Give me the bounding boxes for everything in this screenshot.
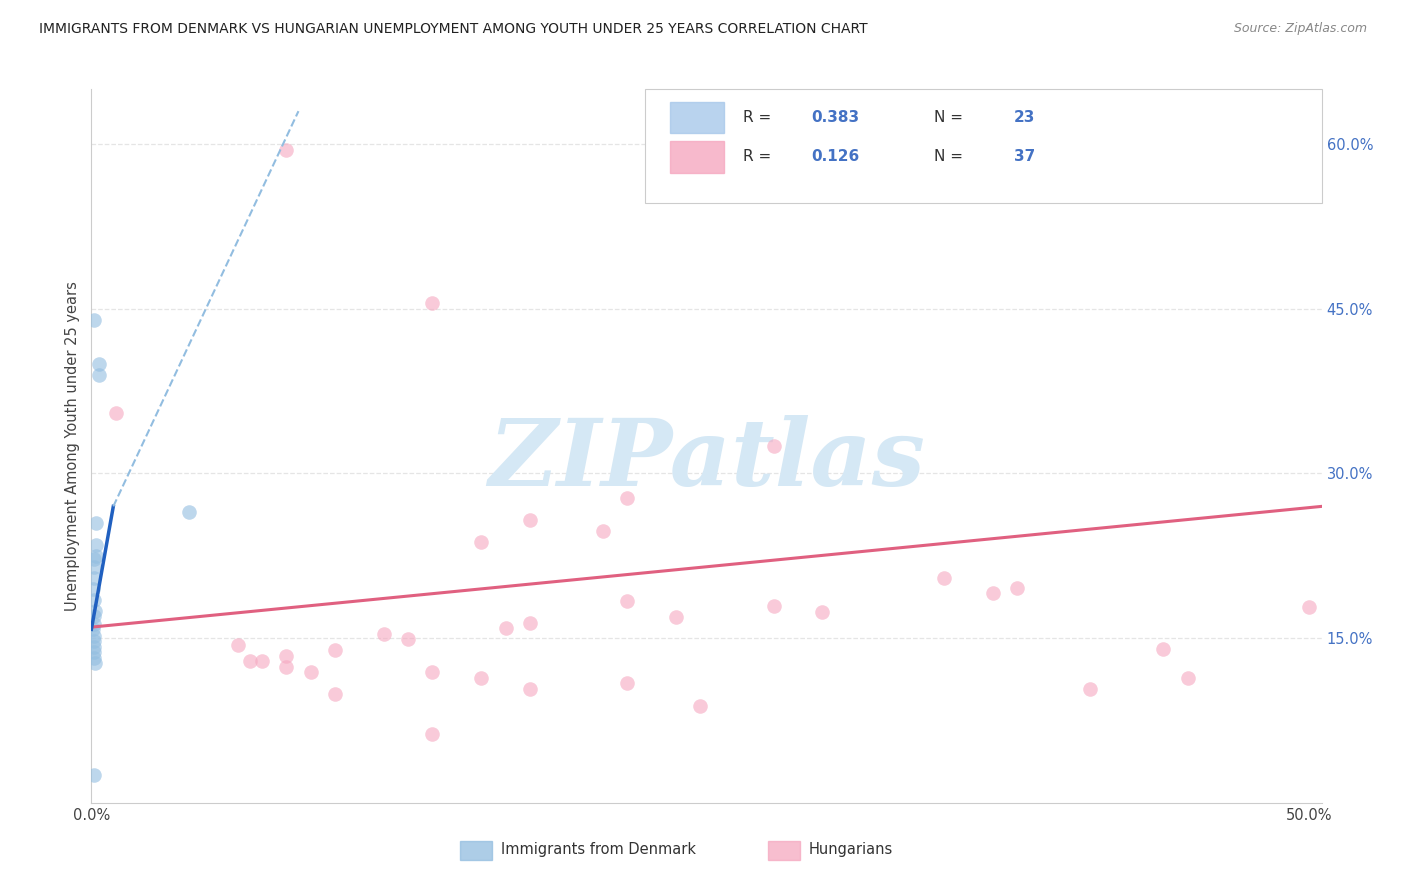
Point (299, 665, 322, 680)
Point (1005, 581, 1028, 595)
Point (932, 571, 955, 585)
Point (1078, 681, 1101, 696)
Text: R =: R = (744, 150, 776, 164)
Point (470, 671, 492, 685)
Point (84, 657, 107, 671)
Point (1177, 671, 1199, 685)
Point (762, 599, 785, 614)
Point (592, 524, 614, 538)
Text: ZIPatlas: ZIPatlas (488, 416, 925, 505)
Point (1298, 600, 1320, 615)
Point (84, 538, 107, 552)
Point (276, 143, 298, 157)
Point (83, 651, 105, 665)
Point (239, 654, 262, 668)
Point (83, 592, 105, 607)
Point (87, 368, 110, 382)
Point (422, 296, 444, 310)
Point (83, 552, 105, 566)
Text: Hungarians: Hungarians (808, 842, 893, 857)
Text: IMMIGRANTS FROM DENMARK VS HUNGARIAN UNEMPLOYMENT AMONG YOUTH UNDER 25 YEARS COR: IMMIGRANTS FROM DENMARK VS HUNGARIAN UNE… (39, 22, 868, 37)
Point (83, 629, 105, 643)
Point (495, 621, 517, 635)
Point (82, 582, 104, 596)
Point (226, 638, 249, 652)
Point (470, 534, 492, 549)
Point (83, 616, 105, 631)
Point (1152, 642, 1174, 657)
Point (323, 687, 346, 701)
Point (83, 312, 105, 326)
Point (250, 654, 273, 668)
Point (177, 505, 200, 519)
Text: N =: N = (934, 150, 967, 164)
Point (373, 626, 395, 640)
Text: R =: R = (744, 111, 776, 125)
Point (83, 768, 105, 782)
Y-axis label: Unemployment Among Youth under 25 years: Unemployment Among Youth under 25 years (65, 281, 80, 611)
Text: 0.383: 0.383 (811, 111, 859, 125)
Bar (669, 141, 724, 173)
Point (83, 571, 105, 585)
Text: 23: 23 (1014, 111, 1035, 125)
Point (422, 665, 444, 680)
Text: 0.126: 0.126 (811, 150, 859, 164)
Point (689, 699, 711, 714)
Point (616, 491, 638, 505)
Point (519, 615, 541, 630)
FancyBboxPatch shape (645, 89, 1322, 203)
Point (616, 676, 638, 690)
Point (83, 634, 105, 648)
Bar (768, 841, 800, 860)
Point (422, 726, 444, 740)
Point (82, 623, 104, 637)
Point (519, 681, 541, 696)
Point (84, 516, 107, 530)
Point (519, 512, 541, 526)
Point (323, 643, 346, 657)
Text: Immigrants from Denmark: Immigrants from Denmark (501, 842, 696, 857)
Text: Source: ZipAtlas.com: Source: ZipAtlas.com (1233, 22, 1367, 36)
Point (665, 610, 688, 624)
Point (83, 559, 105, 574)
Point (87, 357, 110, 371)
Point (616, 594, 638, 608)
Point (83, 645, 105, 659)
Point (396, 632, 419, 647)
Bar (669, 102, 724, 134)
Bar (460, 841, 492, 860)
Point (276, 659, 298, 673)
Point (276, 648, 298, 663)
Point (981, 586, 1004, 600)
Point (84, 549, 107, 563)
Point (83, 640, 105, 654)
Text: N =: N = (934, 111, 967, 125)
Point (811, 605, 834, 619)
Point (84, 604, 107, 618)
Point (762, 439, 785, 453)
Point (83, 609, 105, 624)
Point (104, 406, 127, 420)
Text: 37: 37 (1014, 150, 1035, 164)
